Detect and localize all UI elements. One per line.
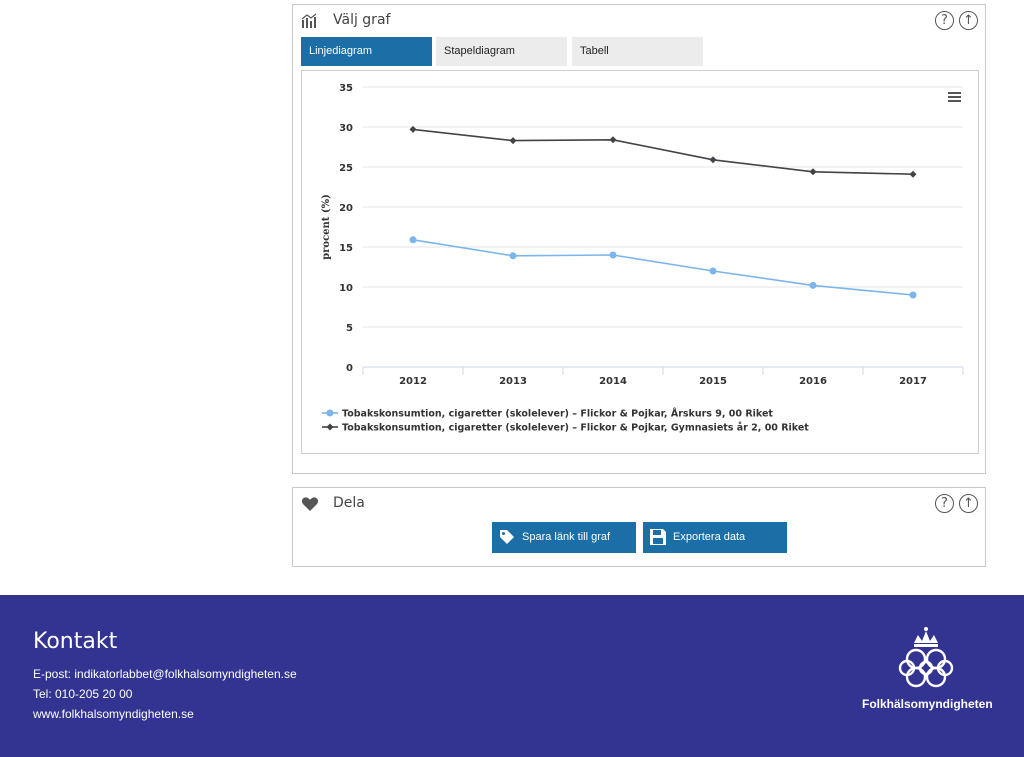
data-point xyxy=(409,236,417,244)
tab-tabell[interactable]: Tabell xyxy=(572,37,703,66)
legend-item-label[interactable]: Tobakskonsumtion, cigaretter (skolelever… xyxy=(342,409,773,420)
x-tick-label: 2016 xyxy=(799,376,827,387)
heart-icon xyxy=(301,497,319,511)
export-data-label: Exportera data xyxy=(673,531,746,543)
share-help-button[interactable]: ? xyxy=(935,494,954,513)
data-point xyxy=(609,251,617,259)
graph-panel: Välj graf ? ↑ Linjediagram Stapeldiagram… xyxy=(292,4,986,474)
footer-title: Kontakt xyxy=(33,629,118,654)
tag-icon xyxy=(500,530,514,544)
logo-text: Folkhälsomyndigheten xyxy=(862,697,993,711)
chart-container: 0 5 10 15 20 25 30 35 2012 2013 2014 2015 2016 2017 pr… xyxy=(301,70,979,454)
data-point xyxy=(709,156,717,164)
y-axis-title: procent (%) xyxy=(321,194,332,260)
y-tick-label: 0 xyxy=(346,363,353,374)
x-tick-label: 2012 xyxy=(399,376,427,387)
tab-linjediagram[interactable]: Linjediagram xyxy=(301,37,432,66)
help-button[interactable]: ? xyxy=(935,11,954,30)
y-tick-label: 10 xyxy=(339,283,353,294)
share-panel: Dela ? ↑ Spara länk till graf Exportera … xyxy=(292,487,986,567)
chart-menu-icon[interactable] xyxy=(948,92,961,102)
y-tick-label: 25 xyxy=(339,163,353,174)
footer-website[interactable]: www.folkhalsomyndigheten.se xyxy=(33,707,194,721)
line-chart: 0 5 10 15 20 25 30 35 2012 2013 2014 2015 2016 2017 pr… xyxy=(321,83,964,434)
chart-icon xyxy=(301,13,317,28)
y-tick-label: 30 xyxy=(339,123,353,134)
y-tick-label: 35 xyxy=(339,83,353,94)
graph-panel-header: Välj graf ? ↑ xyxy=(293,5,985,37)
series-line-1 xyxy=(412,239,914,296)
data-point xyxy=(609,136,617,144)
y-tick-label: 15 xyxy=(339,243,353,254)
save-link-button[interactable]: Spara länk till graf xyxy=(492,522,636,553)
data-point xyxy=(509,252,517,260)
y-tick-label: 5 xyxy=(346,323,353,334)
x-tick-label: 2013 xyxy=(499,376,527,387)
series-line-2 xyxy=(412,128,914,175)
tab-stapeldiagram[interactable]: Stapeldiagram xyxy=(436,37,567,66)
x-tick-label: 2015 xyxy=(699,376,727,387)
data-point xyxy=(909,170,917,178)
share-panel-title: Dela xyxy=(333,495,365,511)
x-tick-label: 2014 xyxy=(599,376,627,387)
data-point xyxy=(809,168,817,176)
legend-marker xyxy=(326,409,334,417)
data-point xyxy=(909,291,917,299)
save-link-label: Spara länk till graf xyxy=(522,531,611,543)
footer-phone: Tel: 010-205 20 00 xyxy=(33,687,133,701)
collapse-button[interactable]: ↑ xyxy=(959,11,978,30)
data-point xyxy=(809,281,817,289)
footer-email[interactable]: E-post: indikatorlabbet@folkhalsomyndigh… xyxy=(33,667,297,681)
footer: Kontakt E-post: indikatorlabbet@folkhals… xyxy=(0,595,1024,757)
y-tick-label: 20 xyxy=(339,203,353,214)
data-point xyxy=(509,137,517,145)
share-panel-header: Dela ? ↑ xyxy=(293,488,985,520)
save-icon xyxy=(650,529,666,545)
legend-marker xyxy=(326,423,334,431)
share-collapse-button[interactable]: ↑ xyxy=(959,494,978,513)
data-point xyxy=(709,267,717,275)
folkhalsomyndigheten-logo[interactable]: Folkhälsomyndigheten xyxy=(862,625,993,715)
export-data-button[interactable]: Exportera data xyxy=(643,522,787,553)
data-point xyxy=(409,125,417,133)
legend-item-label[interactable]: Tobakskonsumtion, cigaretter (skolelever… xyxy=(342,423,809,434)
x-tick-label: 2017 xyxy=(899,376,927,387)
crown-emblem-icon xyxy=(898,627,954,688)
graph-panel-title: Välj graf xyxy=(333,12,391,28)
